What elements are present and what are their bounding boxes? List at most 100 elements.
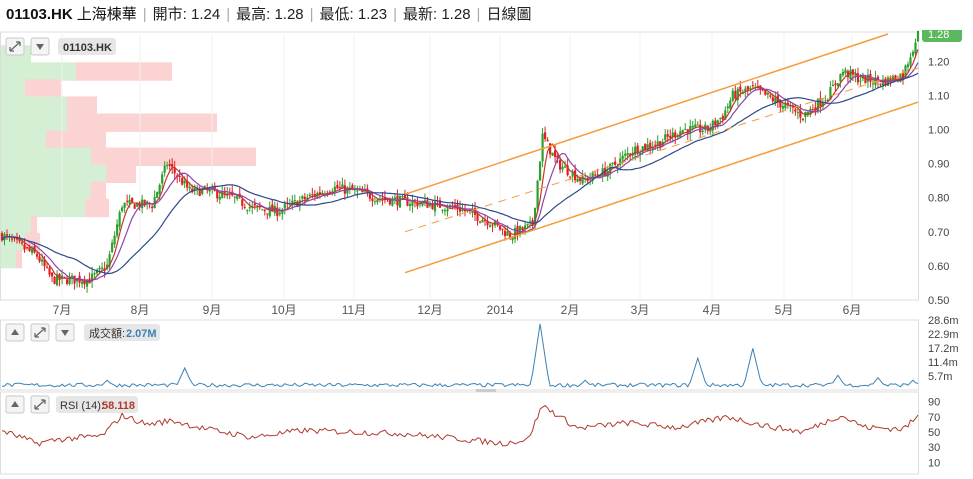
volume-profile-sell [76, 62, 172, 81]
candle-body [116, 224, 119, 236]
candle-body [193, 186, 196, 191]
candle-body [428, 203, 432, 207]
candle-body [443, 210, 447, 212]
candle-body [458, 207, 462, 212]
candle-body [806, 111, 809, 115]
candle-body [636, 145, 639, 154]
rsi-tick-label: 70 [928, 412, 940, 424]
candle-body [391, 198, 394, 206]
expand-rsi-button[interactable] [30, 395, 50, 414]
candle-body [681, 129, 684, 134]
expand-price-button[interactable] [5, 37, 25, 56]
candle-body [123, 202, 126, 208]
candle-body [168, 164, 171, 166]
volume-series-value: 2.07M [126, 328, 157, 340]
candle-body [45, 266, 49, 268]
candle-body [791, 106, 794, 109]
last-price-text: 1.28 [928, 30, 949, 41]
candle-body [246, 209, 249, 211]
candle-body [741, 92, 744, 94]
candle-body [111, 242, 114, 252]
candle-body [559, 159, 562, 170]
candle-body [784, 104, 787, 109]
candle-body [624, 153, 627, 156]
candle-body [794, 109, 797, 112]
expand-arrows-icon [34, 327, 46, 338]
candle-body [70, 275, 74, 279]
candle-body [108, 254, 111, 267]
candle-body [656, 141, 659, 146]
candle-body [376, 199, 379, 203]
candle-body [654, 144, 657, 146]
candle-body [739, 86, 742, 92]
x-tick-label: 8月 [131, 303, 150, 317]
candle-body [649, 142, 652, 148]
volume-profile-buy [1, 62, 76, 81]
candle-body [736, 88, 739, 101]
candle-body [666, 134, 669, 137]
candle-body [121, 207, 124, 212]
candle-body [506, 231, 509, 236]
open-label: 開市: [152, 6, 187, 23]
low-label: 最低: [319, 6, 354, 23]
candle-body [551, 152, 554, 156]
candle-body [916, 30, 920, 42]
expand-volume-button[interactable] [30, 323, 50, 342]
candle-body [701, 130, 704, 132]
candle-body [223, 192, 226, 194]
chart-header: 01103.HK 上海棟華 | 開市: 1.24 | 最高: 1.28 | 最低: 1.23 |… [6, 6, 532, 23]
period-label: 日線圖 [486, 6, 532, 23]
candle-body [831, 84, 835, 87]
rsi-tick-label: 10 [928, 457, 940, 469]
candle-body [393, 197, 397, 200]
candle-body [138, 202, 141, 208]
candle-body [546, 139, 549, 142]
move-down-volume-button[interactable] [55, 323, 75, 342]
volume-tick-label: 28.6m [928, 315, 959, 327]
volume-profile-sell [16, 249, 22, 269]
scroll-marker[interactable] [476, 389, 496, 392]
candle-body [594, 174, 597, 176]
candle-body [488, 225, 492, 228]
candle-body [336, 184, 339, 189]
rsi-line [1, 404, 919, 447]
candle-body [781, 106, 784, 109]
price-tick-label: 1.00 [928, 124, 949, 136]
candle-body [614, 161, 617, 165]
candle-body [846, 71, 850, 78]
candle-body [699, 124, 702, 133]
candle-body [60, 275, 64, 278]
volume-profile-buy [1, 113, 67, 132]
volume-tick-label: 22.9m [928, 329, 959, 341]
candle-body [441, 209, 444, 211]
candle-body [486, 220, 489, 226]
volume-profile-buy [1, 249, 16, 269]
move-down-price-button[interactable] [30, 37, 50, 56]
move-up-rsi-button[interactable] [5, 395, 25, 414]
candle-body [729, 100, 732, 109]
x-tick-label: 12月 [417, 303, 442, 317]
candle-body [611, 162, 614, 164]
candle-body [719, 118, 722, 120]
ma-mid-line [1, 62, 919, 282]
candle-body [671, 132, 674, 137]
candle-body [894, 75, 897, 81]
move-up-volume-button[interactable] [5, 323, 25, 342]
candle-body [471, 209, 474, 214]
candle-body [561, 166, 564, 170]
candle-body [243, 206, 246, 208]
candle-body [914, 42, 917, 54]
candle-body [333, 186, 336, 191]
volume-profile-sell [67, 113, 217, 132]
candle-body [716, 120, 719, 126]
price-tick-label: 1.10 [928, 90, 949, 102]
volume-profile-buy [1, 215, 31, 235]
price-tick-label: 0.60 [928, 261, 949, 273]
candle-body [799, 110, 802, 118]
candle-body [836, 83, 840, 86]
stock-chart[interactable]: 7月 8月 9月 10月 11月 12月 2014 2月 3月 4月 5月 6月 1.20 1.10 1.0… [0, 30, 973, 479]
candle-body [55, 274, 59, 286]
channel-upper-line [404, 33, 889, 195]
candle-body [899, 74, 902, 82]
candle-body [881, 79, 885, 86]
